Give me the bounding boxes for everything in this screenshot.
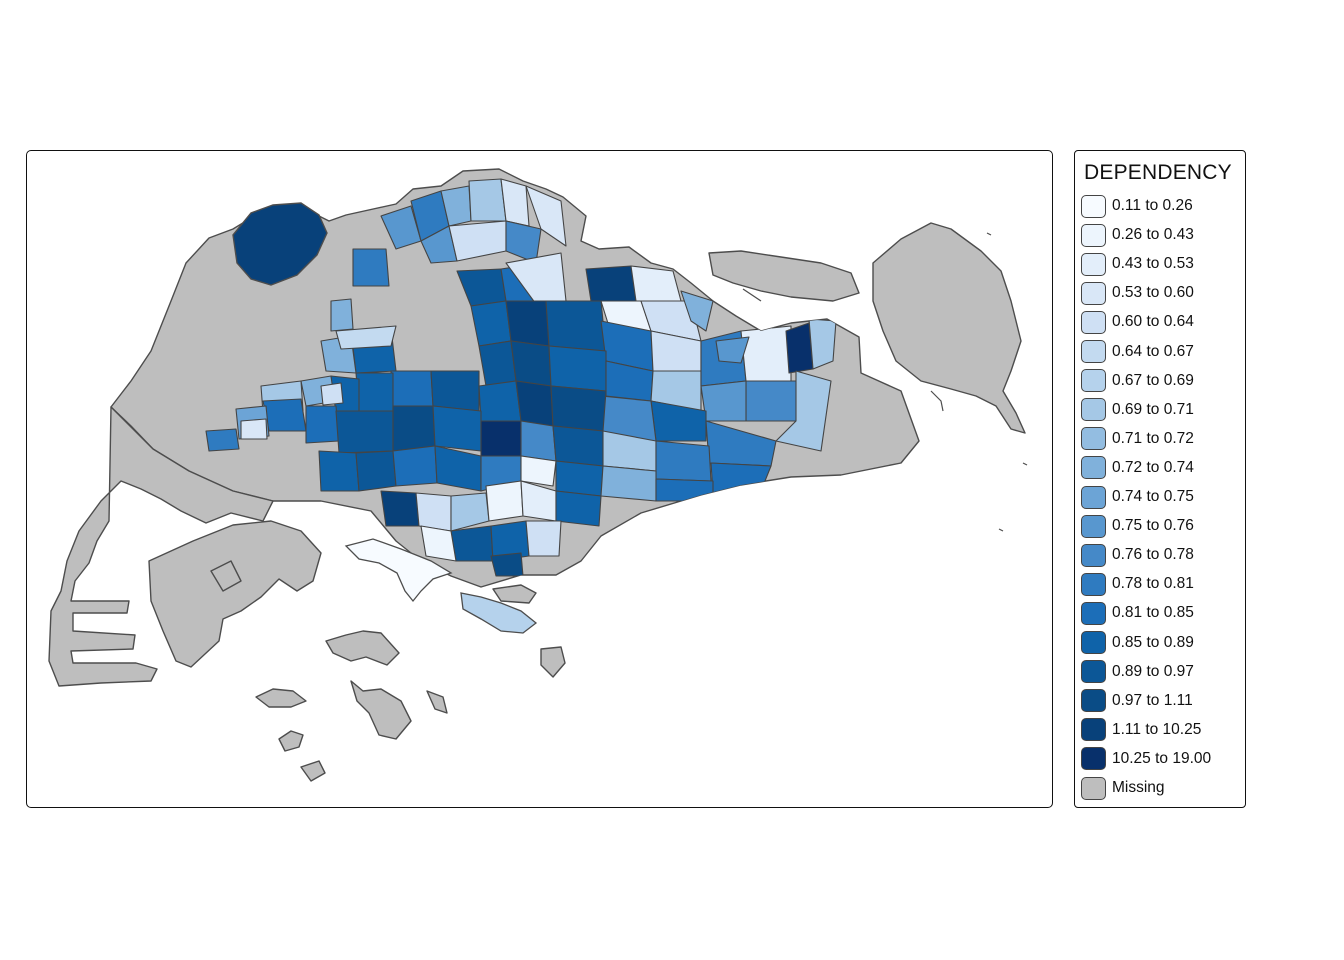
legend-swatch (1081, 252, 1106, 276)
legend-swatch (1081, 660, 1106, 684)
legend-swatch (1081, 631, 1106, 654)
map-panel (26, 150, 1053, 808)
legend-item: 0.81 to 0.85 (1081, 600, 1194, 626)
legend-label: 0.11 to 0.26 (1112, 197, 1193, 214)
tuas-area (48, 406, 274, 687)
legend-swatch (1081, 281, 1106, 305)
legend-swatch (1081, 340, 1106, 363)
legend-label: 10.25 to 19.00 (1112, 749, 1212, 767)
legend-label: 0.85 to 0.89 (1112, 633, 1194, 651)
legend-label: 0.75 to 0.76 (1112, 517, 1194, 535)
legend-swatch (1081, 456, 1106, 480)
legend-label: 0.69 to 0.71 (1112, 400, 1194, 418)
southern-island-c (255, 688, 307, 708)
southern-island-b (350, 680, 412, 740)
subzone-polygons (205, 178, 837, 577)
legend-item: 0.53 to 0.60 (1081, 280, 1194, 306)
legend-label: 0.72 to 0.74 (1112, 458, 1194, 476)
legend-swatch (1081, 485, 1106, 509)
legend-swatch (1081, 194, 1106, 218)
legend-label: 0.76 to 0.78 (1112, 546, 1194, 564)
lim-chu-kang (232, 202, 328, 286)
legend-item: 0.72 to 0.74 (1081, 455, 1194, 481)
port-area (344, 538, 453, 603)
choropleth-map (48, 168, 1028, 782)
legend-item: 1.11 to 10.25 (1081, 717, 1201, 743)
legend-label: Missing (1112, 779, 1165, 796)
legend-label: 0.74 to 0.75 (1112, 488, 1194, 505)
legend-item: 0.78 to 0.81 (1081, 571, 1194, 597)
legend-item: 0.85 to 0.89 (1081, 630, 1194, 656)
pulau-ubin (708, 250, 860, 302)
legend-item: 0.64 to 0.67 (1081, 339, 1194, 365)
legend-item: Missing (1081, 775, 1165, 801)
southern-island-d (278, 730, 304, 752)
legend-item: 0.67 to 0.69 (1081, 368, 1194, 394)
light-blue-island (460, 592, 538, 634)
legend-swatch (1081, 398, 1106, 422)
legend-label: 0.81 to 0.85 (1112, 604, 1194, 622)
legend-label: 0.78 to 0.81 (1112, 575, 1194, 593)
legend-item: 0.76 to 0.78 (1081, 542, 1194, 568)
legend-swatch (1081, 369, 1106, 393)
legend-item: 0.74 to 0.75 (1081, 484, 1194, 510)
legend-label: 0.26 to 0.43 (1112, 226, 1194, 244)
legend-swatch (1081, 718, 1106, 742)
southern-island-e (300, 760, 326, 782)
legend-label: 0.60 to 0.64 (1112, 313, 1194, 331)
legend-item: 0.89 to 0.97 (1081, 659, 1194, 685)
legend-swatch (1081, 310, 1106, 334)
coast-markings (742, 232, 1028, 532)
legend-item: 10.25 to 19.00 (1081, 746, 1211, 772)
legend-swatch (1081, 689, 1106, 713)
legend-swatch (1081, 601, 1106, 625)
islet-a (540, 646, 566, 678)
legend-swatch (1081, 776, 1106, 800)
legend-item: 0.43 to 0.53 (1081, 251, 1194, 277)
legend-item: 0.97 to 1.11 (1081, 688, 1193, 714)
legend-swatch (1081, 747, 1106, 771)
legend-label: 0.89 to 0.97 (1112, 662, 1194, 680)
legend-item: 0.69 to 0.71 (1081, 397, 1194, 423)
legend-item: 0.11 to 0.26 (1081, 193, 1193, 219)
legend-swatch (1081, 514, 1106, 538)
legend-label: 0.64 to 0.67 (1112, 342, 1194, 360)
legend-label: 0.53 to 0.60 (1112, 284, 1194, 302)
legend-label: 0.71 to 0.72 (1112, 429, 1194, 447)
legend-swatch (1081, 543, 1106, 567)
legend: DEPENDENCY 0.11 to 0.26 0.26 to 0.43 0.43 … (1074, 150, 1246, 808)
southern-island-a (325, 630, 400, 666)
legend-label: 0.97 to 1.11 (1112, 691, 1193, 709)
legend-label: 0.43 to 0.53 (1112, 255, 1194, 273)
legend-swatch (1081, 223, 1106, 247)
legend-item: 0.75 to 0.76 (1081, 513, 1194, 539)
sentosa (492, 584, 537, 604)
legend-label: 1.11 to 10.25 (1112, 720, 1202, 738)
legend-label: 0.67 to 0.69 (1112, 371, 1194, 389)
legend-swatch (1081, 427, 1106, 451)
legend-item: 0.26 to 0.43 (1081, 222, 1194, 248)
pulau-tekong (872, 222, 1026, 434)
legend-swatch (1081, 572, 1106, 596)
jurong-island (148, 520, 322, 668)
southern-island-f (426, 690, 448, 714)
legend-item: 0.71 to 0.72 (1081, 426, 1194, 452)
legend-item: 0.60 to 0.64 (1081, 309, 1194, 335)
legend-title: DEPENDENCY (1084, 161, 1232, 184)
